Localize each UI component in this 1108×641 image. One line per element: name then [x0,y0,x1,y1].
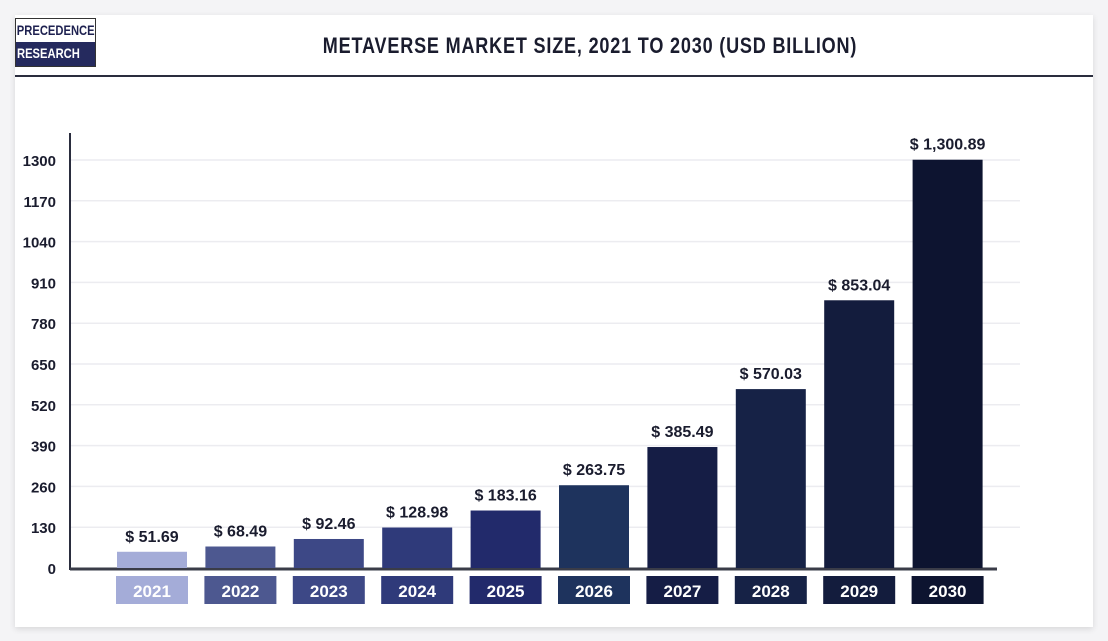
x-tick-label: 2024 [398,582,436,601]
x-tick-label: 2022 [221,582,259,601]
data-label: $ 68.49 [214,524,267,541]
x-label-box [292,576,365,604]
y-tick-label: 1170 [23,194,56,211]
x-tick-label: 2029 [840,582,878,601]
x-tick-label: 2023 [310,582,348,601]
x-label-box [204,576,277,604]
y-tick-label: 1300 [23,153,56,170]
y-tick-label: 260 [31,479,56,496]
bar [559,485,629,568]
y-tick-label: 780 [31,316,56,333]
y-tick-label: 650 [31,357,56,374]
bar [205,546,276,568]
x-label-box [911,576,984,604]
data-label: $ 570.03 [740,366,802,383]
y-tick-label: 130 [31,520,56,537]
bar [293,538,364,568]
bar [382,527,453,568]
x-label-box [646,576,719,604]
x-label-box [116,576,188,604]
logo-line2-bg: RESEARCH [16,42,95,66]
y-tick-label: 390 [31,439,56,456]
bar [912,159,983,568]
bar [735,389,806,568]
y-tick-label: 0 [48,561,56,578]
chart-title: METAVERSE MARKET SIZE, 2021 TO 2030 (USD… [322,33,858,58]
x-tick-label: 2030 [929,582,967,601]
x-label-box [469,576,542,604]
y-tick-label: 520 [31,398,56,415]
x-tick-label: 2021 [133,582,171,601]
title-divider [15,75,1093,77]
x-tick-label: 2026 [575,582,613,601]
logo-line1: PRECEDENCE [16,19,95,42]
bar [647,447,718,568]
data-label: $ 263.75 [563,462,625,479]
x-label-box [381,576,454,604]
x-label-box [558,576,630,604]
x-tick-label: 2027 [663,582,701,601]
y-tick-label: 1040 [23,235,56,252]
bar [117,551,187,568]
x-label-box [823,576,896,604]
data-label: $ 128.98 [386,505,448,522]
data-label: $ 853.04 [828,277,890,294]
x-tick-label: 2028 [752,582,790,601]
data-label: $ 1,300.89 [910,137,986,154]
y-tick-label: 910 [31,275,56,292]
logo-line2: RESEARCH [17,45,80,61]
data-label: $ 183.16 [474,488,536,505]
precedence-research-logo: PRECEDENCE RESEARCH [15,18,96,67]
data-label: $ 92.46 [302,516,355,533]
x-label-box [734,576,807,604]
bar [470,510,541,568]
x-tick-label: 2025 [487,582,525,601]
data-label: $ 51.69 [125,529,178,546]
bar [824,300,895,568]
data-label: $ 385.49 [651,424,713,441]
